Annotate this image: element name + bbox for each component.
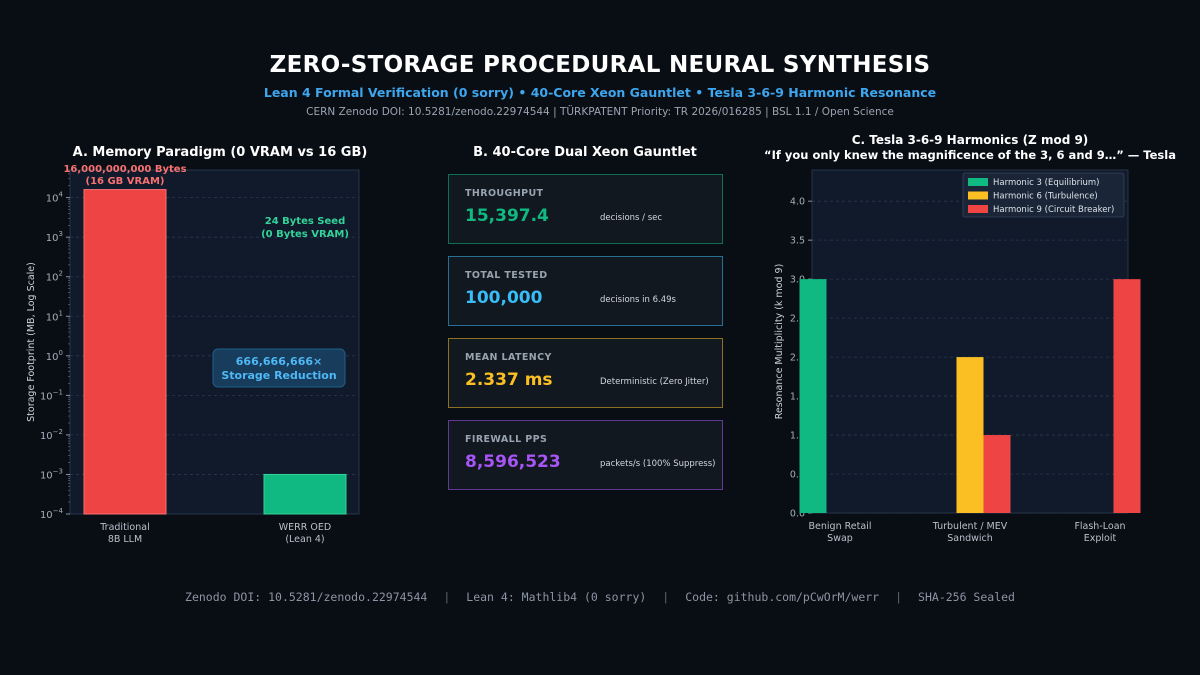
panel-c-subtitle: “If you only knew the magnificence of th… — [764, 148, 1176, 162]
harmonics-chart: 0.0 0.5 1.0 1.5 2.0 2.5 3.0 3.5 4.0 Resonance Mul… — [774, 169, 1141, 544]
y-tick-label: 100 — [46, 349, 63, 363]
bar-harmonic-9-1 — [983, 435, 1011, 513]
bar-harmonic-9-2 — [1113, 279, 1141, 513]
metric-card-firewall-pps: FIREWALL PPS 8,596,523 packets/s (100% Sup… — [448, 420, 723, 490]
page-subtitle: Lean 4 Formal Verification (0 sorry) • 4… — [263, 85, 937, 100]
metric-value: 2.337 ms — [465, 370, 553, 390]
llm-vram-annotation: (16 GB VRAM) — [86, 176, 165, 187]
legend-label: Harmonic 9 (Circuit Breaker) — [993, 205, 1114, 215]
metric-card-total-tested: TOTAL TESTED 100,000 decisions in 6.49s — [448, 256, 723, 326]
footer-separator: | — [662, 590, 670, 604]
x-tick-label: Traditional — [99, 522, 149, 533]
memory-chart: 10−4 10−3 10−2 10−1 100 101 102 103 104 Storage F… — [26, 164, 360, 545]
metric-label: TOTAL TESTED — [465, 270, 548, 281]
y-tick-label: 10−3 — [40, 467, 63, 481]
metric-label: THROUGHPUT — [465, 188, 544, 199]
y-tick-label: 10−1 — [40, 388, 63, 402]
y-tick-label: 104 — [46, 191, 64, 205]
y-tick-label: 4.0 — [790, 197, 805, 208]
y-tick-label: 1.5 — [790, 392, 805, 403]
metric-note: decisions / sec — [600, 213, 663, 223]
metric-label: MEAN LATENCY — [465, 352, 552, 363]
x-tick-label: Turbulent / MEV — [932, 521, 1008, 532]
x-tick-label: Exploit — [1084, 533, 1117, 544]
legend-swatch — [968, 178, 988, 186]
y-tick-label: 3.5 — [790, 236, 805, 247]
x-tick-label: Benign Retail — [809, 521, 872, 532]
metric-note: Deterministic (Zero Jitter) — [600, 377, 709, 387]
bar-traditional-llm — [83, 189, 167, 515]
y-tick-label: 1.0 — [790, 431, 805, 442]
metric-note: packets/s (100% Suppress) — [600, 459, 716, 469]
legend-label: Harmonic 6 (Turbulence) — [993, 192, 1098, 202]
metric-value: 15,397.4 — [465, 206, 549, 226]
x-tick-label: 8B LLM — [108, 534, 142, 545]
metric-value: 8,596,523 — [465, 452, 561, 472]
y-tick-label: 2.0 — [790, 353, 805, 364]
reduction-factor: 666,666,666× — [236, 355, 322, 368]
panel-a-title: A. Memory Paradigm (0 VRAM vs 16 GB) — [72, 145, 368, 160]
footer-separator: | — [443, 590, 451, 604]
legend-swatch — [968, 191, 988, 200]
y-tick-label: 2.5 — [790, 314, 805, 325]
metric-label: FIREWALL PPS — [465, 434, 548, 445]
metric-note: decisions in 6.49s — [600, 295, 676, 305]
bar-harmonic-6-1 — [956, 357, 984, 513]
y-tick-label: 10−4 — [40, 507, 64, 521]
legend-label: Harmonic 3 (Equilibrium) — [993, 178, 1099, 188]
bar-werr-oed — [263, 473, 347, 515]
y-axis-label: Resonance Multiplicity (k mod 9) — [774, 264, 785, 420]
reduction-box — [212, 348, 346, 388]
y-axis-label: Storage Footprint (MB, Log Scale) — [26, 262, 37, 422]
footer-item: Code: github.com/pCwOrM/werr — [685, 590, 880, 604]
y-tick-label: 103 — [46, 230, 63, 244]
x-tick-label: WERR OED — [279, 522, 331, 533]
metric-card-mean-latency: MEAN LATENCY 2.337 ms Deterministic (Zero … — [448, 338, 723, 408]
metric-card-throughput: THROUGHPUT 15,397.4 decisions / sec — [448, 174, 723, 244]
footer-item: SHA-256 Sealed — [918, 590, 1015, 604]
y-tick-label: 0.5 — [790, 470, 805, 481]
x-tick-label: (Lean 4) — [285, 534, 324, 545]
metric-value: 100,000 — [465, 288, 543, 308]
y-tick-label: 102 — [46, 270, 63, 284]
panel-b-title: B. 40-Core Dual Xeon Gauntlet — [473, 145, 697, 160]
reduction-label: Storage Reduction — [221, 369, 336, 382]
footer: Zenodo DOI: 10.5281/zenodo.22974544 | Lean… — [0, 590, 1200, 604]
y-tick-label: 3.0 — [790, 275, 805, 286]
x-tick-label: Swap — [827, 533, 853, 544]
page-title: ZERO-STORAGE PROCEDURAL NEURAL SYNTHESIS — [269, 52, 931, 78]
legend-swatch — [968, 205, 988, 213]
footer-item: Lean 4: Mathlib4 (0 sorry) — [466, 590, 647, 604]
llm-bytes-annotation: 16,000,000,000 Bytes — [63, 164, 186, 175]
footer-separator: | — [895, 590, 903, 604]
seed-vram-annotation: (0 Bytes VRAM) — [261, 229, 349, 240]
y-tick-label: 101 — [46, 309, 63, 323]
x-tick-label: Sandwich — [947, 533, 993, 544]
panel-c-title: C. Tesla 3-6-9 Harmonics (Z mod 9) — [851, 133, 1089, 147]
bar-harmonic-3-0 — [799, 279, 827, 513]
seed-bytes-annotation: 24 Bytes Seed — [265, 216, 345, 227]
y-tick-label: 10−2 — [40, 428, 63, 442]
footer-item: Zenodo DOI: 10.5281/zenodo.22974544 — [185, 590, 428, 604]
x-tick-label: Flash-Loan — [1074, 521, 1125, 532]
doi-meta-line: CERN Zenodo DOI: 10.5281/zenodo.22974544… — [306, 106, 894, 118]
legend-box — [962, 172, 1125, 218]
y-tick-label: 0.0 — [790, 509, 805, 520]
